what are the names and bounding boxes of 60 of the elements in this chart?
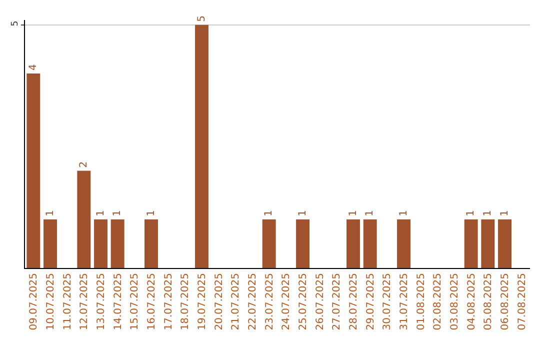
bar (77, 170, 91, 268)
data-label: 1 (297, 210, 308, 216)
x-tick-label: 05.08.2025 (483, 273, 494, 330)
bar (481, 219, 495, 268)
bar (144, 219, 158, 268)
bar (262, 219, 276, 268)
x-tick-label: 12.07.2025 (79, 273, 90, 330)
bar (498, 219, 512, 268)
x-tick-label: 03.08.2025 (450, 273, 460, 330)
x-tick-label: 23.07.2025 (264, 273, 276, 330)
x-tick-label: 17.07.2025 (163, 273, 174, 330)
x-tick-label: 24.07.2025 (281, 273, 292, 330)
data-label: 1 (482, 210, 494, 216)
x-tick-label: 18.07.2025 (180, 273, 192, 330)
data-label: 1 (364, 210, 376, 216)
x-tick-label: 19.07.2025 (197, 273, 208, 330)
bar (94, 219, 108, 268)
x-tick-label: 25.07.2025 (298, 273, 309, 330)
data-label: 5 (196, 15, 208, 22)
data-label: 1 (44, 210, 56, 216)
bar (346, 219, 360, 268)
x-tick-label: 10.07.2025 (46, 273, 56, 330)
x-tick-label: 06.08.2025 (500, 273, 511, 330)
data-label: 1 (466, 210, 477, 216)
x-tick-label: 31.07.2025 (399, 273, 410, 330)
x-tick-label: 11.07.2025 (62, 273, 74, 330)
bar (296, 219, 310, 268)
data-label: 4 (28, 64, 39, 70)
x-tick-label: 26.07.2025 (314, 273, 326, 330)
x-tick-label: 28.07.2025 (348, 273, 360, 330)
x-tick-label: 13.07.2025 (96, 273, 107, 330)
x-tick-label: 22.07.2025 (248, 273, 258, 330)
bar (397, 219, 410, 268)
x-tick-label: 15.07.2025 (130, 273, 141, 330)
x-tick-label: 29.07.2025 (365, 273, 376, 330)
x-tick-label: 01.08.2025 (416, 273, 427, 330)
bar (195, 24, 208, 268)
data-label: 1 (146, 210, 157, 216)
bar (44, 219, 57, 268)
x-tick-label: 27.07.2025 (332, 273, 343, 330)
x-tick-label: 16.07.2025 (146, 273, 158, 330)
bar (110, 219, 124, 268)
bar (26, 73, 40, 268)
x-tick-label: 09.07.2025 (28, 273, 40, 330)
x-tick-label: 21.07.2025 (230, 273, 242, 330)
data-label: 2 (78, 161, 90, 168)
x-tick-label: 02.08.2025 (432, 273, 444, 330)
bar (363, 219, 377, 268)
bar (464, 219, 478, 268)
x-tick-label: 30.07.2025 (382, 273, 394, 330)
data-label: 1 (264, 210, 275, 216)
data-label: 1 (499, 210, 510, 216)
x-tick-label: 14.07.2025 (112, 273, 124, 330)
data-label: 1 (112, 210, 124, 216)
data-label: 1 (398, 210, 410, 216)
data-label: 1 (95, 210, 106, 216)
x-tick-label: 04.08.2025 (466, 273, 478, 330)
x-tick-label: 20.07.2025 (214, 273, 225, 330)
x-tick-label: 07.08.2025 (516, 273, 528, 330)
data-label: 1 (348, 210, 359, 216)
